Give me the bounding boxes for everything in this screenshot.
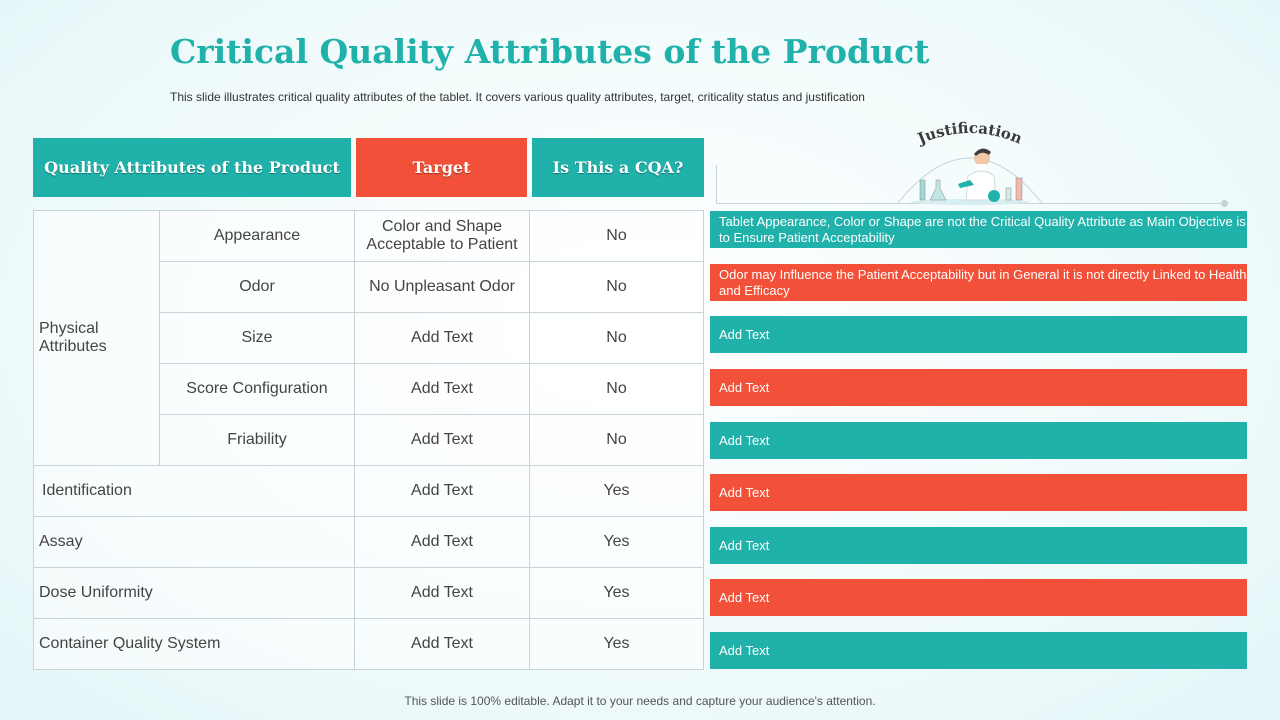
justification-box: Tablet Appearance, Color or Shape are no…	[710, 211, 1247, 248]
justification-box: Add Text	[710, 632, 1247, 669]
header-target: Target	[356, 138, 527, 197]
attribute-cell: Score Configuration	[159, 363, 355, 415]
cqa-cell: No	[529, 312, 704, 364]
target-cell: Add Text	[354, 567, 530, 619]
footer-note: This slide is 100% editable. Adapt it to…	[404, 694, 876, 708]
target-cell: Add Text	[354, 312, 530, 364]
header-cqa: Is This a CQA?	[532, 138, 704, 197]
attribute-cell: Appearance	[159, 210, 355, 262]
target-cell: Add Text	[354, 465, 530, 517]
cqa-cell: No	[529, 414, 704, 466]
target-cell: Add Text	[354, 414, 530, 466]
page-title: Critical Quality Attributes of the Produ…	[170, 32, 930, 71]
attribute-cell: Dose Uniformity	[33, 567, 355, 619]
attribute-cell: Odor	[159, 261, 355, 313]
justification-box: Add Text	[710, 474, 1247, 511]
group-label: Physical Attributes	[33, 210, 160, 466]
svg-text:Justification: Justification	[913, 119, 1025, 149]
attributes-table: Physical Attributes Appearance Color and…	[33, 210, 704, 670]
table-row: Size Add Text No	[34, 312, 704, 364]
table-row: Dose Uniformity Add Text Yes	[33, 567, 704, 619]
attribute-cell: Identification	[33, 465, 355, 517]
header-attributes: Quality Attributes of the Product	[33, 138, 351, 197]
cqa-cell: No	[529, 261, 704, 313]
justification-box: Add Text	[710, 527, 1247, 564]
connector-dot	[1221, 200, 1228, 207]
cqa-cell: Yes	[529, 465, 704, 517]
cqa-cell: No	[529, 363, 704, 415]
attribute-cell: Friability	[159, 414, 355, 466]
justification-box: Add Text	[710, 579, 1247, 616]
cqa-cell: Yes	[529, 567, 704, 619]
target-cell: Color and Shape Acceptable to Patient	[354, 210, 530, 262]
justification-label: Justification	[913, 119, 1025, 149]
attribute-cell: Size	[159, 312, 355, 364]
page-subtitle: This slide illustrates critical quality …	[170, 90, 865, 104]
cqa-cell: Yes	[529, 516, 704, 568]
table-row: Friability Add Text No	[34, 414, 704, 466]
justification-box: Odor may Influence the Patient Acceptabi…	[710, 264, 1247, 301]
cqa-cell: No	[529, 210, 704, 262]
justification-box: Add Text	[710, 369, 1247, 406]
table-row: Odor No Unpleasant Odor No	[34, 261, 704, 313]
table-row: Identification Add Text Yes	[33, 465, 704, 517]
target-cell: No Unpleasant Odor	[354, 261, 530, 313]
table-row: Physical Attributes Appearance Color and…	[33, 210, 704, 466]
target-cell: Add Text	[354, 618, 530, 670]
table-row: Assay Add Text Yes	[33, 516, 704, 568]
attribute-cell: Container Quality System	[33, 618, 355, 670]
scientist-illustration: Justification	[897, 119, 1043, 205]
attribute-cell: Assay	[33, 516, 355, 568]
target-cell: Add Text	[354, 363, 530, 415]
cqa-cell: Yes	[529, 618, 704, 670]
connector-line	[716, 165, 717, 203]
table-row: Container Quality System Add Text Yes	[33, 618, 704, 670]
table-row: Score Configuration Add Text No	[34, 363, 704, 415]
justification-box: Add Text	[710, 316, 1247, 353]
justification-box: Add Text	[710, 422, 1247, 459]
target-cell: Add Text	[354, 516, 530, 568]
